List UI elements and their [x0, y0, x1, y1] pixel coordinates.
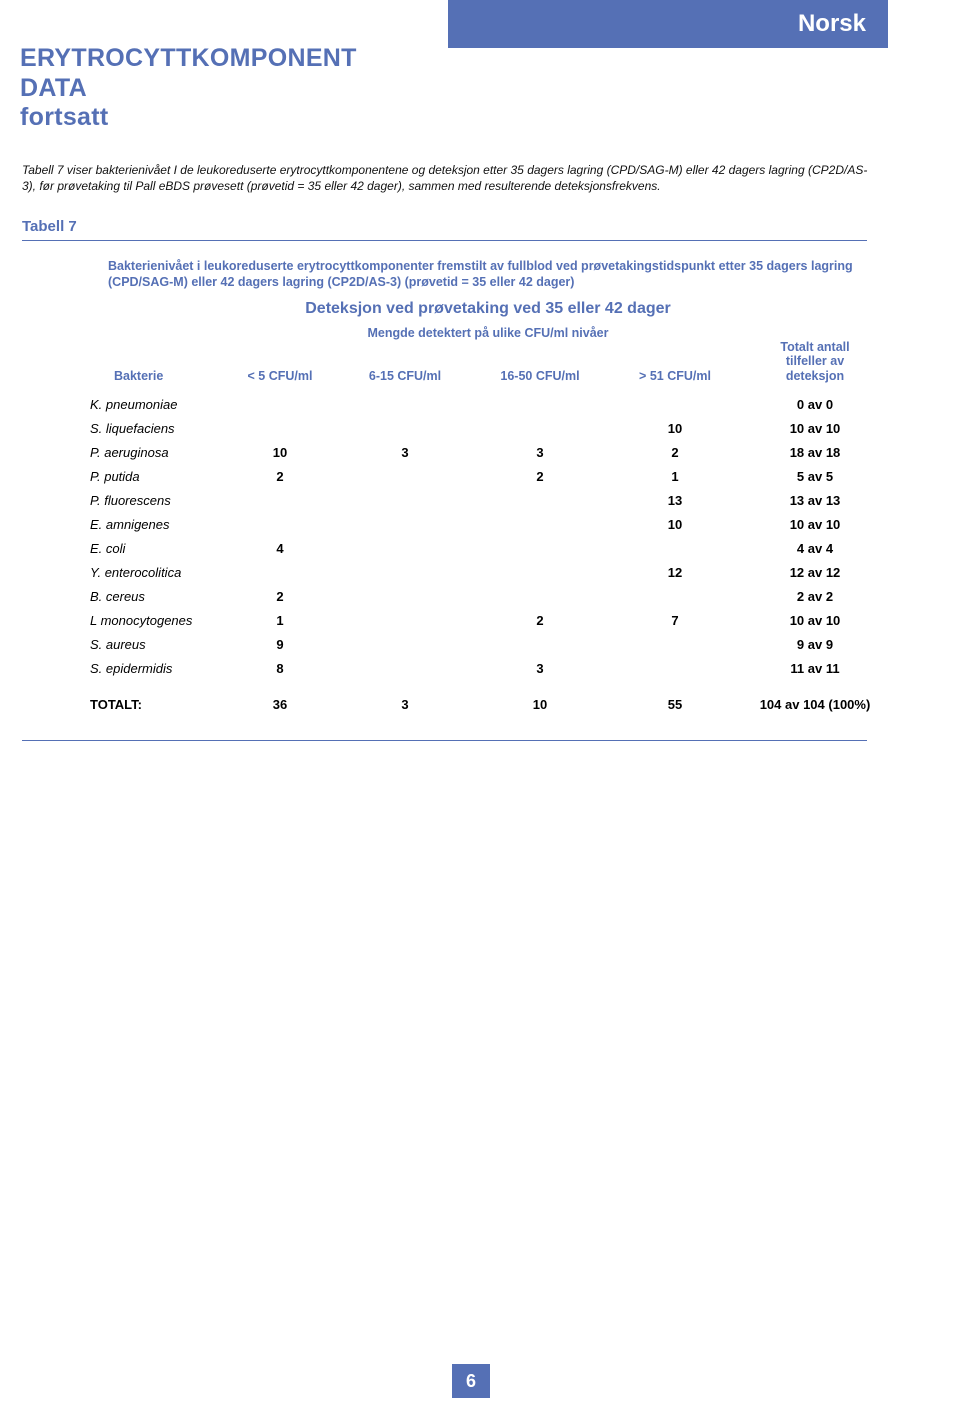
data-table: K. pneumoniae 0 av 0 S. liquefaciens 10 … — [90, 392, 878, 716]
table-total-row: TOTALT: 36 3 10 55 104 av 104 (100%) — [90, 692, 878, 716]
table-row: L monocytogenes 1 2 7 10 av 10 — [90, 608, 878, 632]
page-title-line3: fortsatt — [20, 103, 357, 133]
cell: 2 — [220, 469, 340, 484]
cell: 4 — [220, 541, 340, 556]
cell: 7 — [610, 613, 740, 628]
bacteria-name: P. aeruginosa — [90, 445, 220, 460]
page-number: 6 — [452, 1364, 490, 1398]
table-row: S. aureus 9 9 av 9 — [90, 632, 878, 656]
table-number-label: Tabell 7 — [22, 218, 77, 235]
cell: 2 — [220, 589, 340, 604]
col-detection-l2: tilfeller av — [786, 354, 844, 368]
detection-cell: 9 av 9 — [740, 637, 890, 652]
page-title-line2: DATA — [20, 74, 357, 104]
cell: 1 — [220, 613, 340, 628]
bacteria-name: B. cereus — [90, 589, 220, 604]
col-c2: 6-15 CFU/ml — [340, 369, 470, 383]
bacteria-name: L monocytogenes — [90, 613, 220, 628]
bacteria-name: S. aureus — [90, 637, 220, 652]
bacteria-name: K. pneumoniae — [90, 397, 220, 412]
table-row: P. aeruginosa 10 3 3 2 18 av 18 — [90, 440, 878, 464]
table-top-rule — [22, 240, 867, 241]
table-sub2: Mengde detektert på ulike CFU/ml nivåer — [108, 326, 868, 340]
table-bottom-rule — [22, 740, 867, 741]
detection-cell: 10 av 10 — [740, 613, 890, 628]
detection-cell: 5 av 5 — [740, 469, 890, 484]
intro-paragraph: Tabell 7 viser bakterienivået I de leuko… — [22, 162, 872, 194]
table-row: S. epidermidis 8 3 11 av 11 — [90, 656, 878, 680]
language-label: Norsk — [798, 10, 866, 38]
bacteria-name: S. liquefaciens — [90, 421, 220, 436]
column-headers: Bakterie < 5 CFU/ml 6-15 CFU/ml 16-50 CF… — [90, 340, 878, 383]
table-row: P. putida 2 2 1 5 av 5 — [90, 464, 878, 488]
cell: 8 — [220, 661, 340, 676]
cell: 2 — [610, 445, 740, 460]
total-detection: 104 av 104 (100%) — [740, 697, 890, 712]
bacteria-name: S. epidermidis — [90, 661, 220, 676]
bacteria-name: Y. enterocolitica — [90, 565, 220, 580]
total-label: TOTALT: — [90, 697, 220, 712]
cell: 10 — [610, 421, 740, 436]
col-c1: < 5 CFU/ml — [220, 369, 340, 383]
detection-cell: 18 av 18 — [740, 445, 890, 460]
cell: 2 — [470, 469, 610, 484]
detection-cell: 0 av 0 — [740, 397, 890, 412]
table-row: P. fluorescens 13 13 av 13 — [90, 488, 878, 512]
page-title-line1: ERYTROCYTTKOMPONENT — [20, 44, 357, 74]
cell: 3 — [470, 661, 610, 676]
page-title: ERYTROCYTTKOMPONENT DATA fortsatt — [20, 44, 357, 133]
total-cell: 10 — [470, 697, 610, 712]
detection-cell: 10 av 10 — [740, 517, 890, 532]
table-row: Y. enterocolitica 12 12 av 12 — [90, 560, 878, 584]
col-c4: > 51 CFU/ml — [610, 369, 740, 383]
detection-cell: 11 av 11 — [740, 661, 890, 676]
detection-cell: 10 av 10 — [740, 421, 890, 436]
col-detection-l1: Totalt antall — [780, 340, 849, 354]
table-subtitle: Deteksjon ved prøvetaking ved 35 eller 4… — [108, 300, 868, 318]
cell: 10 — [610, 517, 740, 532]
table-header-block: Bakterienivået i leukoreduserte erytrocy… — [108, 258, 868, 340]
bacteria-name: P. putida — [90, 469, 220, 484]
detection-cell: 2 av 2 — [740, 589, 890, 604]
bacteria-name: P. fluorescens — [90, 493, 220, 508]
detection-cell: 12 av 12 — [740, 565, 890, 580]
detection-cell: 4 av 4 — [740, 541, 890, 556]
cell: 3 — [340, 445, 470, 460]
col-bacteria: Bakterie — [90, 369, 220, 383]
table-row: E. coli 4 4 av 4 — [90, 536, 878, 560]
total-cell: 55 — [610, 697, 740, 712]
table-row: K. pneumoniae 0 av 0 — [90, 392, 878, 416]
bacteria-name: E. amnigenes — [90, 517, 220, 532]
cell: 2 — [470, 613, 610, 628]
table-row: S. liquefaciens 10 10 av 10 — [90, 416, 878, 440]
col-detection-l3: deteksjon — [786, 369, 844, 383]
total-cell: 3 — [340, 697, 470, 712]
cell: 9 — [220, 637, 340, 652]
table-caption: Bakterienivået i leukoreduserte erytrocy… — [108, 258, 868, 290]
cell: 1 — [610, 469, 740, 484]
detection-cell: 13 av 13 — [740, 493, 890, 508]
col-c3: 16-50 CFU/ml — [470, 369, 610, 383]
total-cell: 36 — [220, 697, 340, 712]
cell: 3 — [470, 445, 610, 460]
table-row: E. amnigenes 10 10 av 10 — [90, 512, 878, 536]
cell: 10 — [220, 445, 340, 460]
table-row: B. cereus 2 2 av 2 — [90, 584, 878, 608]
bacteria-name: E. coli — [90, 541, 220, 556]
cell: 12 — [610, 565, 740, 580]
language-banner: Norsk — [448, 0, 888, 48]
cell: 13 — [610, 493, 740, 508]
col-detection: Totalt antall tilfeller av deteksjon — [740, 340, 890, 383]
